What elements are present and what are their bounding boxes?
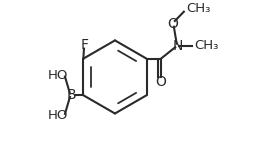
Text: HO: HO <box>48 69 68 82</box>
Text: F: F <box>81 38 89 52</box>
Text: O: O <box>168 16 179 31</box>
Text: B: B <box>66 88 76 102</box>
Text: CH₃: CH₃ <box>187 2 211 15</box>
Text: N: N <box>172 39 183 53</box>
Text: CH₃: CH₃ <box>195 39 219 52</box>
Text: O: O <box>155 75 166 89</box>
Text: HO: HO <box>48 109 68 122</box>
